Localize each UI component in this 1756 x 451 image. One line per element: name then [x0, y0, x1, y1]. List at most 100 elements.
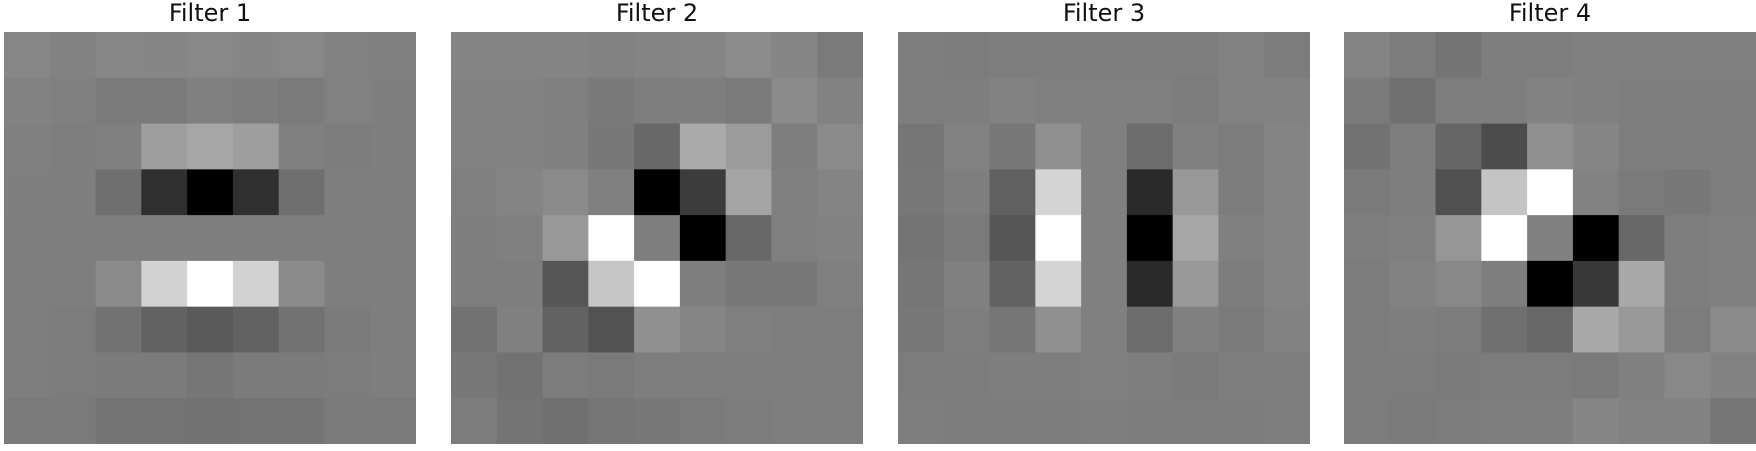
heatmap-cell	[1126, 398, 1174, 444]
heatmap-cell	[1572, 123, 1620, 170]
heatmap-cell	[1344, 77, 1391, 125]
heatmap-cell	[278, 352, 326, 399]
heatmap-cell	[370, 306, 416, 354]
heatmap-cell	[1710, 306, 1756, 354]
heatmap-cell	[4, 32, 51, 79]
heatmap-cell	[817, 32, 863, 79]
heatmap-cell	[1664, 306, 1711, 354]
heatmap-cell	[588, 123, 635, 170]
heatmap-cell	[232, 260, 280, 308]
heatmap-cell	[1481, 123, 1528, 170]
heatmap-cell	[496, 32, 544, 79]
heatmap-cell	[187, 260, 234, 308]
heatmap-cell	[187, 215, 234, 262]
heatmap-cell	[1344, 32, 1391, 79]
heatmap-cell	[49, 123, 97, 170]
heatmap-cell	[725, 123, 773, 170]
heatmap-cell	[943, 352, 991, 399]
heatmap-cell	[1481, 352, 1528, 399]
heatmap-cell	[370, 260, 416, 308]
heatmap-cell	[1435, 32, 1482, 79]
heatmap-cell	[898, 215, 945, 262]
heatmap-cell	[679, 260, 727, 308]
heatmap-cell	[679, 215, 727, 262]
heatmap-cell	[95, 306, 142, 354]
heatmap-cell	[1618, 260, 1666, 308]
heatmap-cell	[1618, 352, 1666, 399]
heatmap-cell	[232, 32, 280, 79]
heatmap-cell	[1527, 77, 1574, 125]
heatmap-cell	[771, 352, 818, 399]
heatmap-cell	[278, 260, 326, 308]
heatmap-cell	[1664, 32, 1711, 79]
heatmap-grid	[1344, 32, 1756, 444]
heatmap-cell	[278, 32, 326, 79]
heatmap-cell	[1035, 32, 1082, 79]
heatmap-cell	[370, 352, 416, 399]
heatmap-cell	[1710, 352, 1756, 399]
heatmap-cell	[1389, 77, 1437, 125]
heatmap-cell	[1172, 77, 1220, 125]
heatmap-cell	[141, 306, 188, 354]
heatmap-cell	[1081, 77, 1128, 125]
heatmap-cell	[817, 77, 863, 125]
heatmap-cell	[943, 306, 991, 354]
heatmap-cell	[542, 260, 589, 308]
chart-title: Filter 4	[1508, 0, 1592, 27]
heatmap-cell	[1435, 398, 1482, 444]
heatmap-cell	[4, 123, 51, 170]
heatmap-cell	[817, 398, 863, 444]
heatmap-cell	[989, 123, 1036, 170]
heatmap-cell	[324, 215, 371, 262]
heatmap-cell	[943, 398, 991, 444]
heatmap-cell	[1035, 77, 1082, 125]
heatmap-cell	[451, 398, 498, 444]
heatmap-cell	[278, 215, 326, 262]
heatmap-cell	[943, 123, 991, 170]
heatmap-cell	[898, 306, 945, 354]
heatmap-cell	[496, 260, 544, 308]
heatmap-cell	[1389, 215, 1437, 262]
heatmap-cell	[370, 169, 416, 216]
heatmap-cell	[4, 215, 51, 262]
heatmap-cell	[141, 123, 188, 170]
heatmap-cell	[1435, 306, 1482, 354]
heatmap-cell	[1527, 123, 1574, 170]
heatmap-cell	[278, 398, 326, 444]
heatmap-cell	[95, 123, 142, 170]
heatmap-cell	[1664, 123, 1711, 170]
heatmap-cell	[232, 123, 280, 170]
heatmap-cell	[634, 352, 681, 399]
heatmap-cell	[542, 32, 589, 79]
heatmap-cell	[1664, 398, 1711, 444]
heatmap-cell	[4, 306, 51, 354]
heatmap-cell	[1264, 123, 1310, 170]
heatmap-cell	[542, 398, 589, 444]
heatmap-cell	[1710, 260, 1756, 308]
heatmap-cell	[1344, 398, 1391, 444]
heatmap-cell	[95, 32, 142, 79]
heatmap-cell	[1618, 215, 1666, 262]
heatmap-cell	[496, 398, 544, 444]
heatmap-cell	[898, 352, 945, 399]
heatmap-cell	[141, 398, 188, 444]
heatmap-cell	[1218, 32, 1265, 79]
heatmap-cell	[1344, 123, 1391, 170]
heatmap-cell	[771, 77, 818, 125]
heatmap-cell	[278, 169, 326, 216]
heatmap-cell	[634, 306, 681, 354]
heatmap-cell	[324, 260, 371, 308]
heatmap-cell	[1481, 306, 1528, 354]
heatmap-cell	[187, 398, 234, 444]
heatmap-cell	[771, 260, 818, 308]
heatmap-cell	[1035, 352, 1082, 399]
heatmap-cell	[1172, 352, 1220, 399]
heatmap-cell	[634, 215, 681, 262]
heatmap-cell	[95, 77, 142, 125]
heatmap-cell	[49, 32, 97, 79]
heatmap-cell	[496, 352, 544, 399]
heatmap-cell	[1172, 398, 1220, 444]
heatmap-cell	[324, 352, 371, 399]
heatmap-cell	[1527, 215, 1574, 262]
heatmap-cell	[49, 77, 97, 125]
